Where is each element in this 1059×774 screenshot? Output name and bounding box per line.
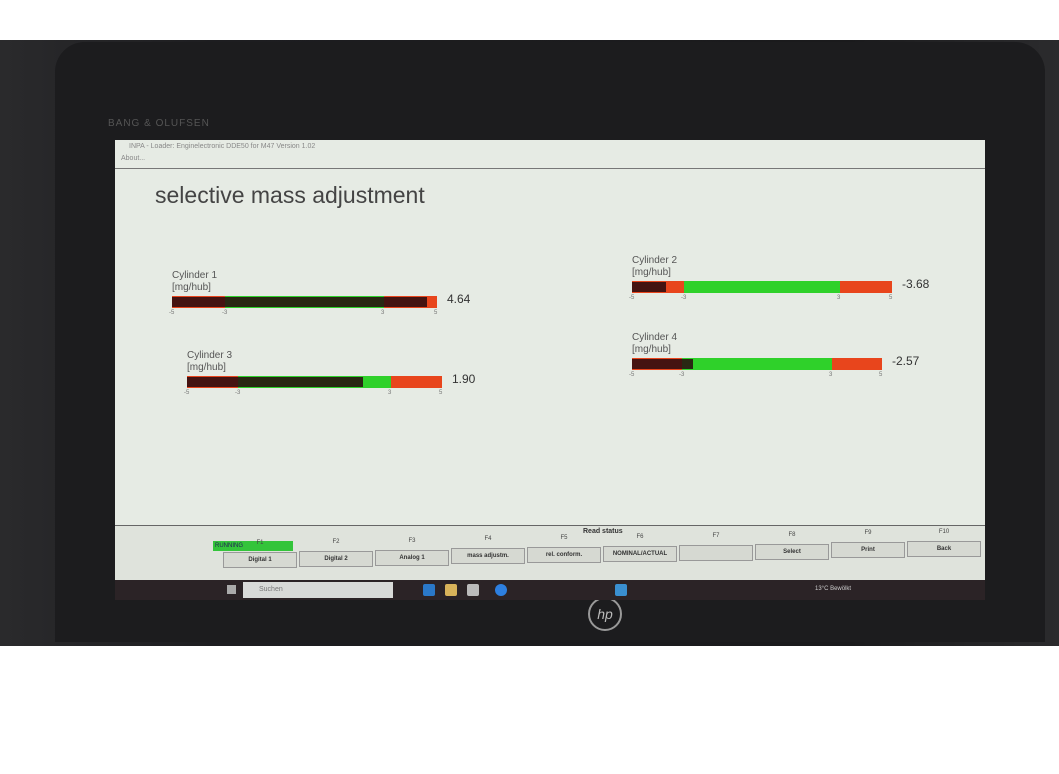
menu-about[interactable]: About... xyxy=(121,155,146,162)
function-key-f4[interactable]: F4 mass adjustm. xyxy=(451,536,525,565)
function-button[interactable]: Back xyxy=(907,541,981,558)
gauge-fill xyxy=(632,359,693,369)
function-button[interactable]: Analog 1 xyxy=(375,549,449,566)
status-indicator: RUNNING xyxy=(213,541,293,551)
out-of-range-high xyxy=(391,376,442,388)
gauge-cylinder-1: Cylinder 1 [mg/hub] 4.64 -5 -3 3 5 xyxy=(169,270,470,316)
function-button[interactable] xyxy=(679,544,753,561)
key-label: F3 xyxy=(408,537,416,544)
key-label: F4 xyxy=(484,536,492,543)
read-status-label: Read status xyxy=(583,528,623,535)
gauge-value: -2.57 xyxy=(892,354,920,368)
tick-label: 5 xyxy=(434,310,438,316)
laptop-brand: BANG & OLUFSEN xyxy=(108,118,210,129)
window-title: INPA - Loader: Enginelectronic DDE50 for… xyxy=(129,143,316,150)
tick-label: -3 xyxy=(681,295,687,301)
tick-label: 3 xyxy=(388,390,392,396)
weather-readout: 13°C Bewölkt xyxy=(815,586,852,592)
windows-start-icon[interactable] xyxy=(227,585,236,594)
tick-label: 5 xyxy=(879,372,883,378)
gauge-bar: -3.68 -5 -3 3 5 xyxy=(629,277,929,301)
gauge-cylinder-2: Cylinder 2 [mg/hub] -3.68 -5 -3 3 5 xyxy=(629,255,929,301)
gauge-name: Cylinder 1 xyxy=(172,270,218,281)
function-button[interactable]: Digital 1 xyxy=(223,552,297,568)
function-button[interactable]: mass adjustm. xyxy=(451,548,525,565)
tick-label: -5 xyxy=(184,390,190,396)
function-key-f8[interactable]: F8 Select xyxy=(755,532,829,560)
file-explorer-icon[interactable] xyxy=(445,584,457,596)
function-button[interactable]: Digital 2 xyxy=(299,550,373,567)
gauge-fill xyxy=(632,282,667,292)
gauge-value: -3.68 xyxy=(902,277,930,291)
tick-label: 5 xyxy=(889,295,893,301)
gauge-unit: [mg/hub] xyxy=(632,344,671,355)
function-button[interactable]: rel. conform. xyxy=(527,547,601,564)
function-button[interactable]: NOMINAL/ACTUAL xyxy=(603,546,677,562)
gauge-bar: 1.90 -5 -3 3 5 xyxy=(184,372,475,396)
gauge-bar: 4.64 -5 -3 3 5 xyxy=(169,292,470,316)
key-label: F8 xyxy=(788,531,796,538)
key-label: F1 xyxy=(256,540,264,546)
key-label: F6 xyxy=(636,534,644,540)
gauge-value: 4.64 xyxy=(447,292,471,306)
tick-label: -5 xyxy=(629,372,635,378)
function-key-f10[interactable]: F10 Back xyxy=(907,529,981,558)
function-key-f3[interactable]: F3 Analog 1 xyxy=(375,538,449,566)
taskbar: Suchen 13°C Bewölkt xyxy=(115,580,985,600)
gauge-unit: [mg/hub] xyxy=(632,267,671,278)
key-label: F9 xyxy=(864,530,872,537)
gauge-name: Cylinder 2 xyxy=(632,255,678,266)
gauge-name: Cylinder 3 xyxy=(187,350,233,361)
tick-label: -3 xyxy=(679,372,685,378)
function-button[interactable]: Print xyxy=(831,542,905,559)
gauge-cylinder-3: Cylinder 3 [mg/hub] 1.90 -5 -3 3 5 xyxy=(184,350,475,396)
tick-label: -5 xyxy=(629,295,635,301)
gauge-fill xyxy=(187,377,363,387)
app-icon[interactable] xyxy=(467,584,479,596)
browser-icon[interactable] xyxy=(495,584,507,596)
divider xyxy=(115,168,985,169)
tick-label: 3 xyxy=(381,310,385,316)
key-label: F5 xyxy=(560,535,568,542)
function-key-f2[interactable]: F2 Digital 2 xyxy=(299,539,373,567)
gauge-bar: -2.57 -5 -3 3 5 xyxy=(629,354,919,378)
tick-label: 5 xyxy=(439,390,443,396)
tick-label: -5 xyxy=(169,310,175,316)
tolerance-band xyxy=(682,358,832,370)
tolerance-band xyxy=(684,281,840,293)
gauge-name: Cylinder 4 xyxy=(632,332,678,343)
key-label: F10 xyxy=(938,529,950,536)
function-key-f5[interactable]: F5 rel. conform. xyxy=(527,535,601,564)
gauge-value: 1.90 xyxy=(452,372,476,386)
tick-label: 3 xyxy=(837,295,841,301)
gauge-unit: [mg/hub] xyxy=(187,362,226,373)
out-of-range-high xyxy=(832,358,882,370)
tick-label: -3 xyxy=(235,390,241,396)
key-label: F7 xyxy=(712,532,720,539)
inpa-icon[interactable] xyxy=(615,584,627,596)
screen: INPA - Loader: Enginelectronic DDE50 for… xyxy=(115,140,985,600)
tick-label: -3 xyxy=(222,310,228,316)
out-of-range-high xyxy=(840,281,892,293)
function-key-f6[interactable]: F6 NOMINAL/ACTUAL xyxy=(603,534,677,562)
edge-icon[interactable] xyxy=(423,584,435,596)
function-key-f7[interactable]: F7 xyxy=(679,533,753,561)
key-label: F2 xyxy=(332,538,340,545)
function-key-f1[interactable]: F1 Digital 1 xyxy=(223,540,297,568)
function-button[interactable]: Select xyxy=(755,543,829,560)
tick-label: 3 xyxy=(829,372,833,378)
hp-logo: hp xyxy=(588,597,622,631)
function-key-bar: RUNNING Read status F1 Digital 1 F2 Digit… xyxy=(115,525,985,581)
gauge-cylinder-4: Cylinder 4 [mg/hub] -2.57 -5 -3 3 5 xyxy=(629,332,919,378)
page-title: selective mass adjustment xyxy=(155,182,425,208)
gauge-unit: [mg/hub] xyxy=(172,282,211,293)
gauge-fill xyxy=(172,297,428,307)
function-key-f9[interactable]: F9 Print xyxy=(831,530,905,559)
taskbar-search-input[interactable]: Suchen xyxy=(243,582,393,598)
